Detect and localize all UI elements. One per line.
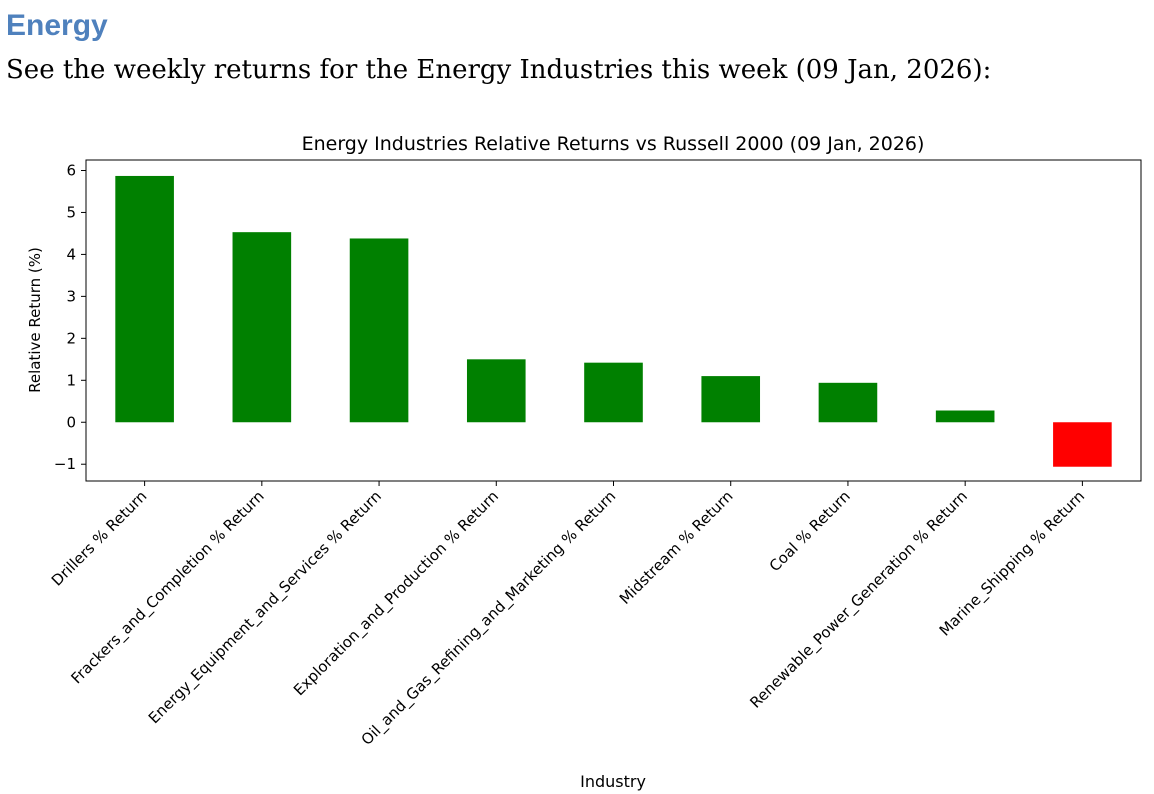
x-tick-label: Drillers % Return bbox=[48, 487, 151, 590]
y-tick-label: 6 bbox=[66, 161, 76, 179]
y-tick-label: 3 bbox=[66, 287, 76, 305]
chart-title: Energy Industries Relative Returns vs Ru… bbox=[302, 133, 925, 155]
y-tick-label: −1 bbox=[54, 455, 76, 473]
x-tick-label: Frackers_and_Completion % Return bbox=[67, 487, 268, 688]
bar-8 bbox=[935, 410, 995, 423]
y-tick-label: 2 bbox=[66, 329, 76, 347]
x-tick-label: Midstream % Return bbox=[616, 487, 737, 608]
x-axis-label: Industry bbox=[580, 772, 646, 791]
y-tick-label: 4 bbox=[66, 245, 76, 263]
intro-text: See the weekly returns for the Energy In… bbox=[6, 55, 992, 85]
section-heading: Energy bbox=[6, 9, 108, 42]
bar-4 bbox=[466, 359, 526, 423]
bar-3 bbox=[349, 238, 409, 423]
bar-5 bbox=[584, 362, 643, 423]
y-tick-label: 5 bbox=[66, 203, 76, 221]
y-tick-label: 1 bbox=[66, 371, 76, 389]
bar-2 bbox=[232, 232, 292, 423]
x-axis: Drillers % ReturnFrackers_and_Completion… bbox=[48, 481, 1089, 750]
bars-group bbox=[115, 175, 1112, 467]
y-axis-label: Relative Return (%) bbox=[26, 247, 44, 393]
bar-9 bbox=[1053, 422, 1112, 467]
y-tick-label: 0 bbox=[66, 413, 76, 431]
x-tick-label: Oil_and_Gas_Refining_and_Marketing % Ret… bbox=[358, 487, 620, 749]
x-tick-label: Renewable_Power_Generation % Return bbox=[746, 487, 971, 712]
x-tick-label: Coal % Return bbox=[766, 487, 854, 575]
x-tick-label: Energy_Equipment_and_Services % Return bbox=[145, 487, 386, 728]
bar-6 bbox=[701, 376, 761, 423]
bar-1 bbox=[115, 175, 174, 423]
bar-7 bbox=[818, 382, 878, 423]
y-axis: −1 0 1 2 3 4 5 6 bbox=[54, 161, 86, 473]
x-tick-label: Exploration_and_Production % Return bbox=[290, 487, 503, 700]
